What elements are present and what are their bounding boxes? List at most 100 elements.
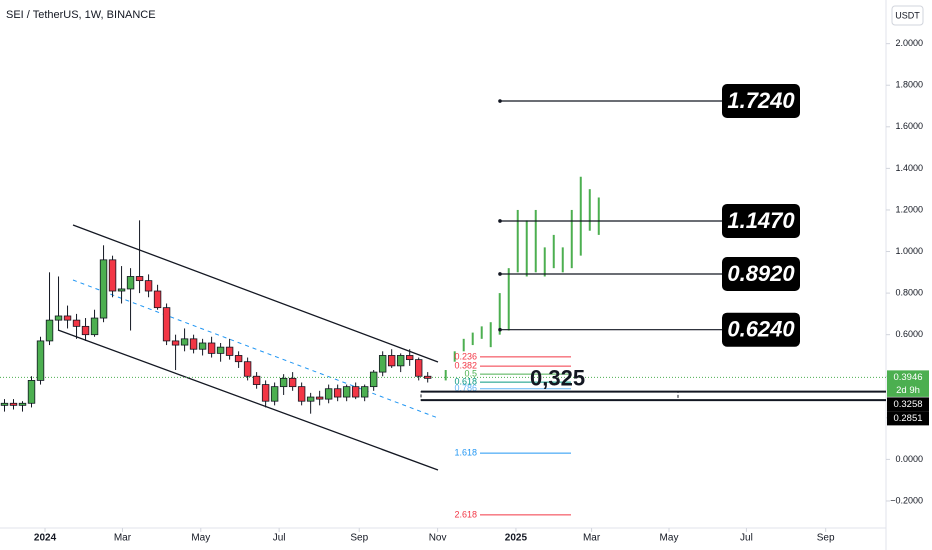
candle-body	[333, 388, 342, 398]
candle-body	[108, 259, 117, 292]
candle-body	[18, 402, 27, 406]
x-tick-label: Mar	[583, 533, 601, 544]
candle-body	[378, 355, 387, 373]
price-tag-label: 0.2851	[893, 413, 922, 424]
y-tick-label: 1.2000	[895, 204, 923, 214]
price-tag	[887, 411, 929, 426]
countdown-tag	[887, 383, 929, 397]
y-tick-label: 0.6000	[895, 329, 923, 339]
candle-body	[405, 355, 414, 361]
target-box	[722, 203, 800, 238]
candle-body	[234, 355, 243, 363]
candle-body	[414, 359, 423, 377]
fib-label: 1.618	[454, 448, 477, 458]
price-tag-label: 0.3258	[893, 399, 922, 410]
candle-body	[423, 375, 432, 379]
target-box	[722, 312, 800, 347]
y-tick-label: 1.0000	[895, 246, 923, 256]
x-tick-label: Jul	[740, 533, 753, 544]
candle-body	[315, 396, 324, 400]
fib-label: 2.618	[454, 509, 477, 519]
candle-body	[45, 319, 54, 342]
y-tick-label: 2.0000	[895, 38, 923, 48]
target-box	[722, 84, 800, 119]
price-tag-label: 0.3946	[893, 372, 922, 383]
candle-body	[243, 361, 252, 377]
candle-body	[216, 346, 225, 354]
y-tick-label: 1.4000	[895, 163, 923, 173]
candle-body	[144, 280, 153, 292]
candle-body	[396, 355, 405, 367]
target-label: 0.8920	[727, 261, 795, 286]
x-tick-label: Mar	[114, 533, 132, 544]
x-tick-label: May	[660, 533, 679, 544]
candle-body	[126, 276, 135, 290]
target-label: 1.7240	[727, 88, 795, 113]
candle-body	[171, 340, 180, 346]
channel-upper	[72, 224, 439, 363]
candle-body	[180, 338, 189, 346]
x-tick-label: Jul	[273, 533, 286, 544]
candle-body	[36, 340, 45, 381]
y-tick-label: 1.8000	[895, 80, 923, 90]
y-tick-label: 0.8000	[895, 287, 923, 297]
candle-body	[90, 317, 99, 336]
candle-body	[261, 384, 270, 402]
unit-box[interactable]	[891, 5, 924, 26]
candle-body	[387, 355, 396, 367]
zone-box	[420, 391, 679, 401]
zone-label: 0,325	[530, 366, 585, 391]
candle-body	[117, 288, 126, 292]
fib-label: 0.618	[454, 376, 477, 386]
candle-body	[306, 396, 315, 402]
candle-body	[360, 386, 369, 398]
candle-body	[81, 325, 90, 336]
candle-body	[288, 377, 297, 388]
candle-body	[27, 380, 36, 404]
candle-body	[0, 402, 9, 406]
x-tick-label: Nov	[429, 533, 447, 544]
candle-body	[297, 386, 306, 402]
candle-body	[279, 377, 288, 388]
candle-body	[162, 307, 171, 342]
candle-body	[72, 319, 81, 327]
target-label: 1.1470	[727, 208, 795, 233]
price-tag	[887, 370, 929, 385]
candle-body	[198, 342, 207, 350]
candle-body	[9, 402, 18, 406]
candle-body	[324, 388, 333, 400]
target-box	[722, 256, 800, 291]
y-tick-label: −0.2000	[890, 495, 923, 505]
candle-body	[270, 386, 279, 402]
candle-body	[207, 342, 216, 354]
candle-body	[135, 276, 144, 282]
candle-body	[252, 375, 261, 385]
fib-label: 0.236	[454, 351, 477, 361]
candle-body	[351, 386, 360, 398]
y-tick-label: 1.6000	[895, 121, 923, 131]
y-axis-unit[interactable]: USDT	[895, 10, 920, 20]
x-tick-label: Sep	[350, 533, 368, 544]
chart-title: SEI / TetherUS, 1W, BINANCE	[6, 9, 156, 21]
channel-lower	[57, 329, 439, 471]
x-tick-label: 2024	[34, 533, 57, 544]
candle-body	[189, 338, 198, 350]
countdown-label: 2d 9h	[896, 385, 920, 396]
fib-label: 0.382	[454, 360, 477, 370]
fib-label: 0.786	[454, 383, 477, 393]
y-tick-label: 0.0000	[895, 454, 923, 464]
target-label: 0.6240	[727, 317, 795, 342]
channel-mid	[72, 279, 439, 419]
candle-body	[99, 259, 108, 319]
x-tick-label: Sep	[817, 533, 835, 544]
price-tag	[887, 397, 929, 412]
candle-body	[63, 315, 72, 321]
candle-body	[54, 315, 63, 321]
x-tick-label: May	[191, 533, 210, 544]
candle-body	[225, 346, 234, 356]
candle-body	[369, 371, 378, 388]
x-tick-label: 2025	[505, 533, 528, 544]
fib-label: 0.5	[464, 369, 477, 379]
candle-body	[153, 290, 162, 309]
